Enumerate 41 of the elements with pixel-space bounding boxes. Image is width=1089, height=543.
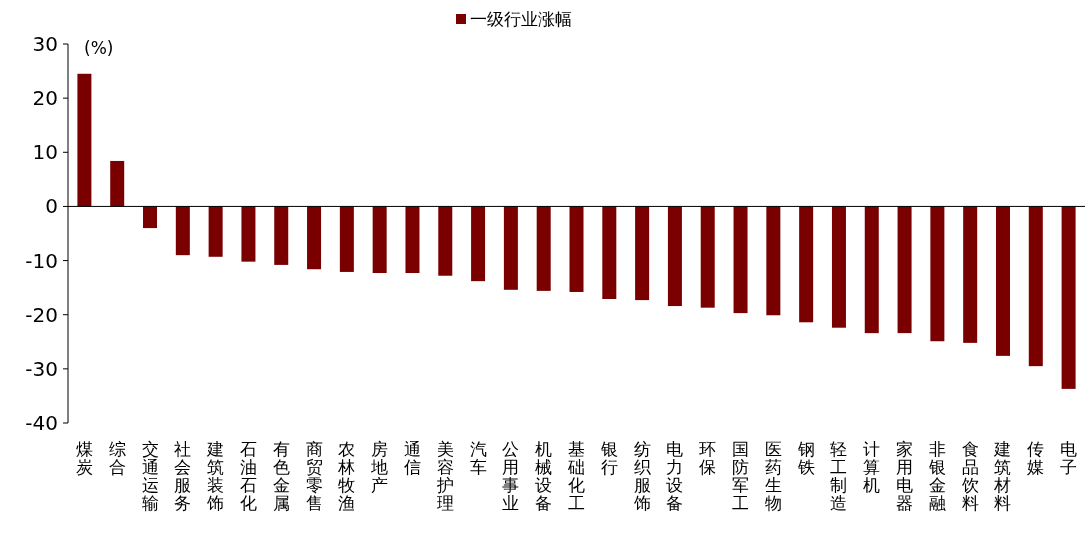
x-tick-label: 家用电器 [896, 439, 914, 513]
x-tick-label: 钢铁 [796, 439, 815, 477]
x-tick-label: 轻工制造 [830, 439, 848, 513]
x-tick-label: 电子 [1060, 439, 1078, 477]
x-tick-label: 煤炭 [75, 439, 93, 477]
x-tick-label: 机械设备 [535, 439, 553, 513]
x-tick-label: 综合 [108, 439, 126, 477]
x-tick-label: 食品饮料 [960, 439, 979, 513]
x-tick-label: 房地产 [370, 439, 389, 495]
x-tick-label: 传媒 [1027, 439, 1045, 477]
x-tick-label: 电力设备 [666, 439, 684, 513]
x-tick-label: 美容护理 [435, 439, 454, 513]
x-tick-label: 医药生物 [764, 439, 782, 513]
legend-label: 一级行业涨幅 [470, 9, 572, 29]
x-tick-label: 石油石化 [239, 439, 257, 513]
x-tick-label: 建筑材料 [993, 439, 1012, 513]
x-tick-label: 有色金属 [272, 439, 290, 513]
x-tick-label: 计算机 [863, 439, 881, 495]
y-tick-label: 30 [32, 32, 58, 56]
x-tick-label: 农林牧渔 [337, 439, 356, 513]
x-tick-label: 非银金融 [927, 439, 946, 513]
x-tick-label: 纺织服饰 [632, 439, 651, 513]
y-tick-label: 20 [32, 86, 58, 111]
x-tick-label: 公用事业 [502, 439, 520, 513]
y-tick-label: -30 [25, 356, 58, 381]
y-tick-label: 0 [45, 194, 58, 219]
x-tick-label: 交通运输 [141, 439, 159, 513]
y-tick-label: 10 [32, 140, 58, 165]
x-tick-label: 社会服务 [174, 439, 192, 513]
x-tick-label: 通信 [403, 439, 421, 477]
annotation: (%) [84, 38, 114, 58]
x-tick-label: 基础化工 [567, 439, 585, 513]
x-tick-label: 银行 [599, 439, 618, 477]
x-tick-label: 环保 [699, 439, 717, 477]
y-tick-label: -10 [25, 248, 58, 273]
x-tick-label: 汽车 [469, 439, 487, 477]
x-tick-label: 国防军工 [732, 439, 750, 513]
x-tick-label: 商贸零售 [305, 439, 323, 513]
y-tick-label: -40 [25, 411, 58, 435]
x-tick-label: 建筑装饰 [206, 439, 225, 513]
y-tick-label: -20 [25, 302, 58, 327]
